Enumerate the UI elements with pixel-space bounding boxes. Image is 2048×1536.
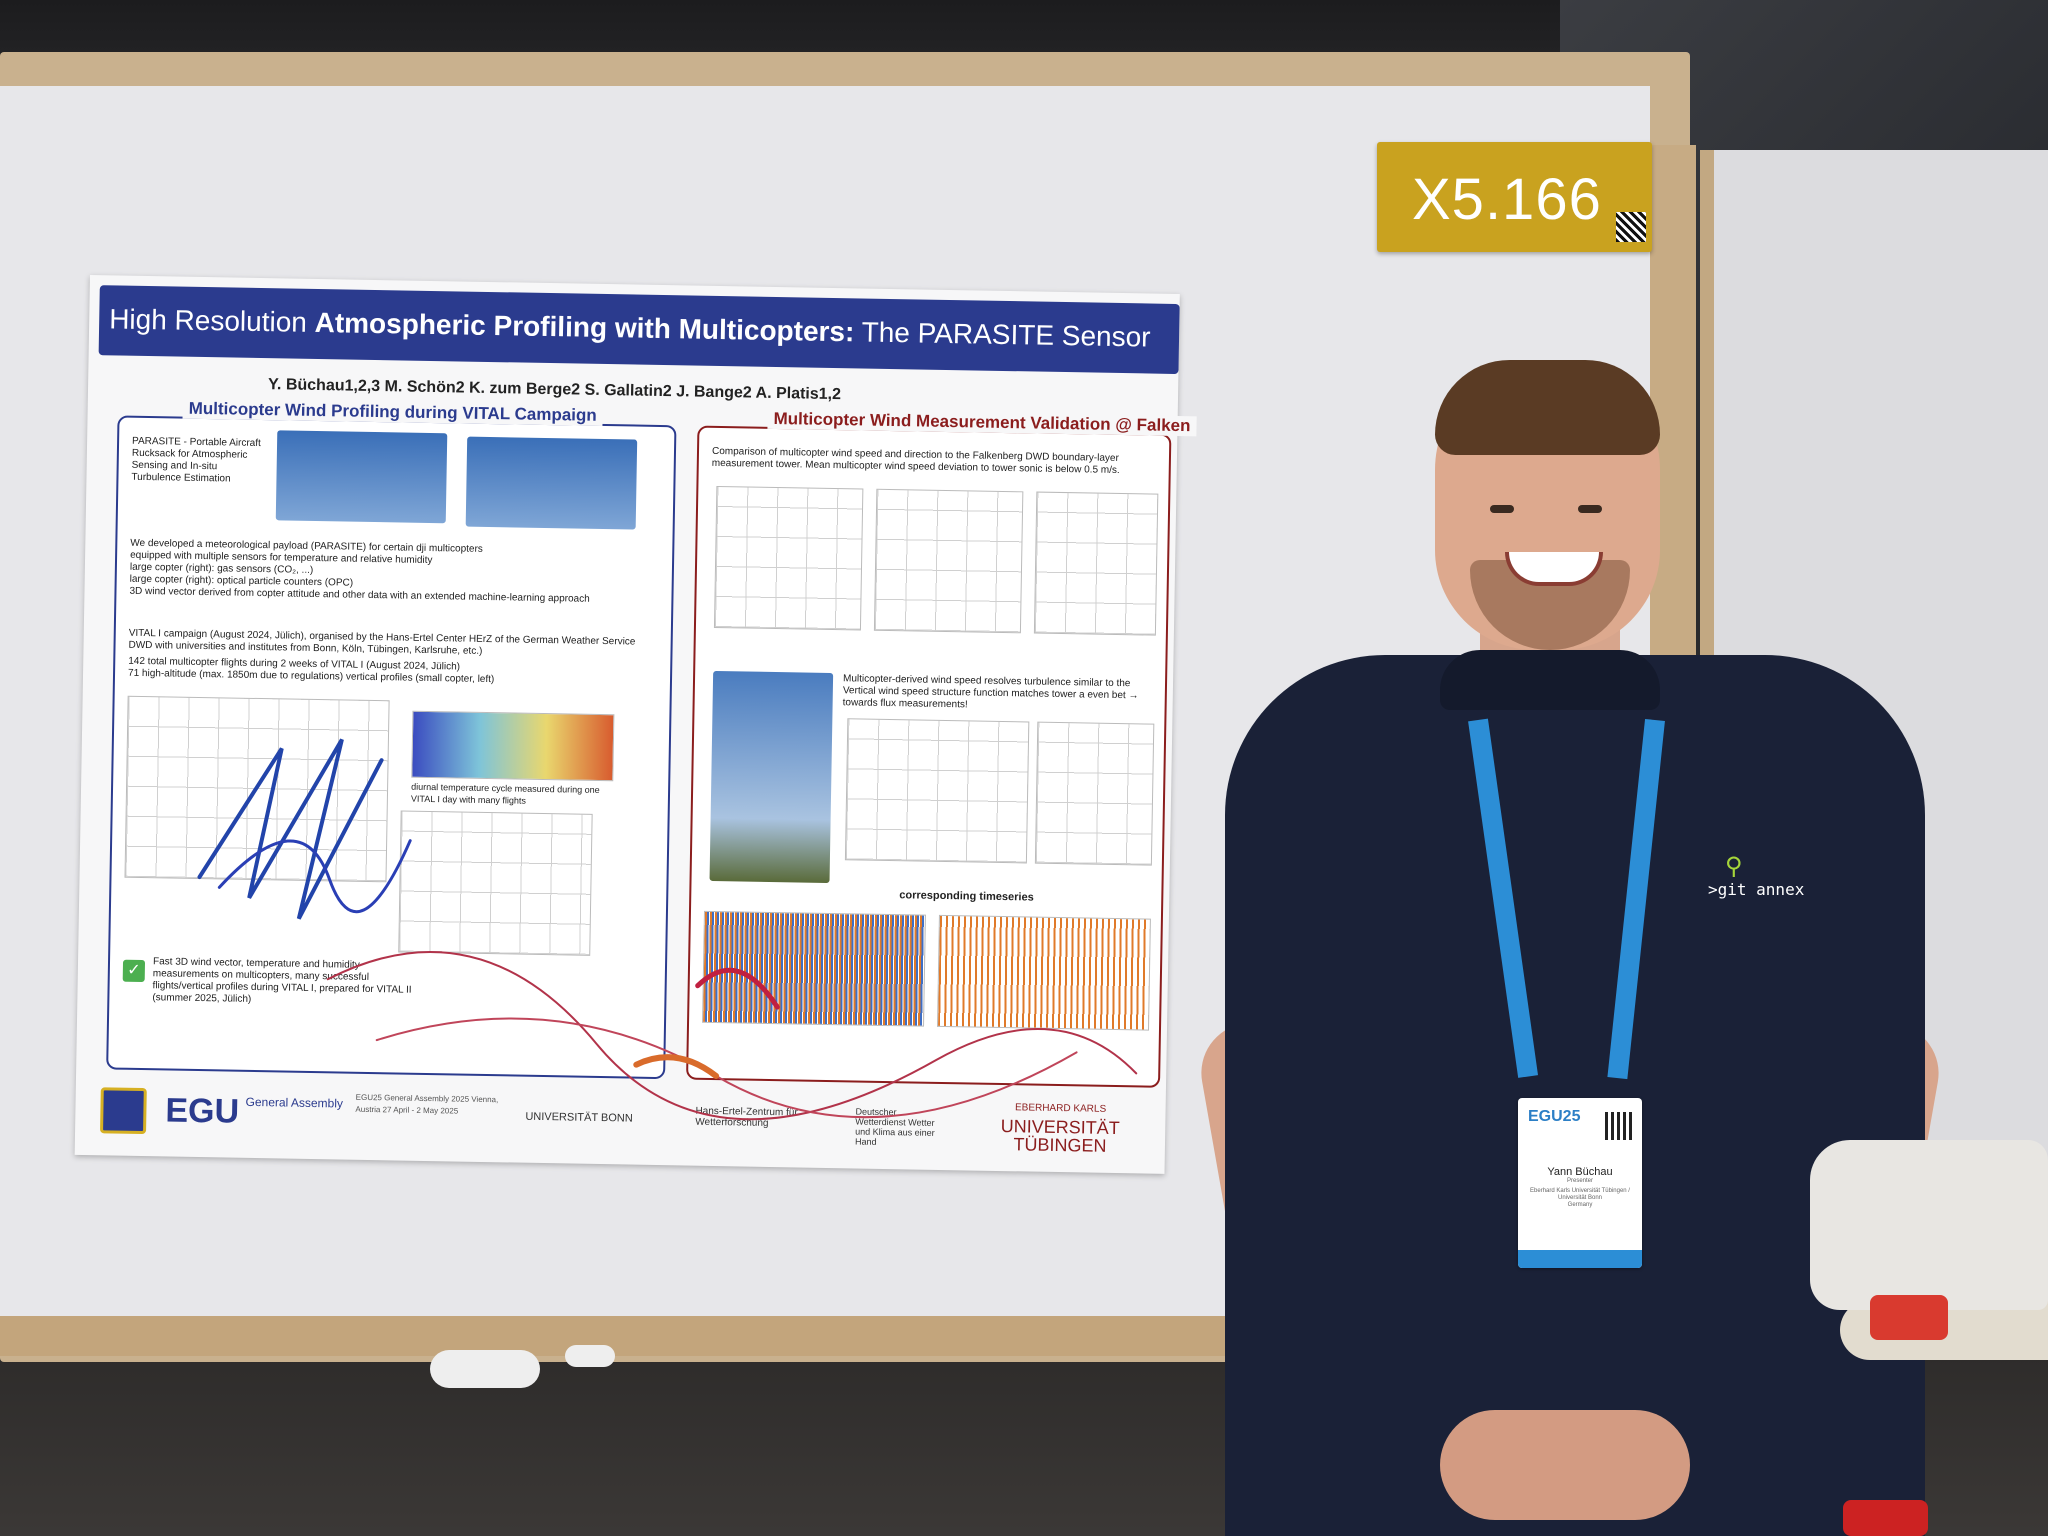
towel [1810,1140,2048,1310]
red-can [1843,1500,1928,1536]
booth-number-sign [1377,142,1652,252]
clasped-hands [1440,1410,1690,1520]
red-cup [1870,1295,1948,1340]
shirt-logo: >git annex [1708,880,1805,899]
polo-shirt [1225,655,1925,1536]
shoe [565,1345,615,1367]
badge-qr-code [1605,1112,1633,1140]
shoe [430,1350,540,1388]
badge-text: Yann Büchau Presenter Eberhard Karls Uni… [1518,1166,1642,1208]
badge-country: Germany [1567,1202,1593,1208]
git-annex-icon: ⚲ [1725,853,1743,880]
badge-logo: EGU25 [1528,1108,1581,1125]
badge-stripe [1518,1250,1642,1268]
hair [1435,360,1660,455]
badge-name: Yann Büchau [1547,1166,1613,1178]
right-eye [1578,505,1602,513]
left-eye [1490,505,1514,513]
booth-number: X5.166 [1412,167,1602,232]
qr-code [1616,212,1646,242]
scientific-poster: High Resolution Atmospheric Profiling wi… [74,275,1197,1174]
crayon-scribbles [197,738,1138,1121]
badge-role: Presenter [1566,1178,1593,1184]
badge-institution: Eberhard Karls Universität Tübingen / Un… [1530,1188,1630,1201]
shirt-collar [1440,650,1660,710]
